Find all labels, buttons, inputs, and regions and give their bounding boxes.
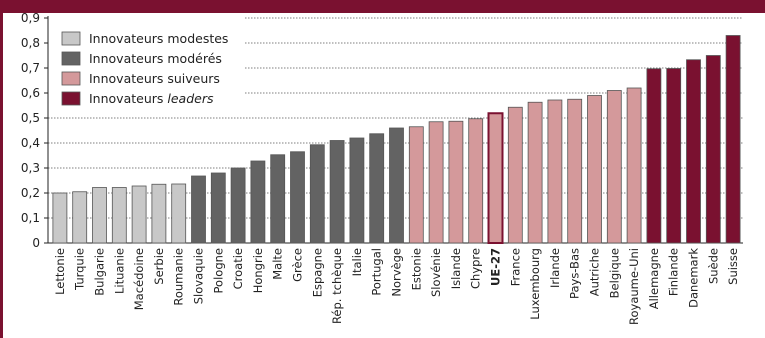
bar-Islande <box>448 120 464 244</box>
bar-Allemagne <box>646 68 662 244</box>
bar-Rép. tchèque <box>329 140 345 244</box>
category-label: Suisse <box>726 248 740 285</box>
category-label: Royaume-Uni <box>627 248 641 325</box>
category-label: Finlande <box>667 248 681 296</box>
bar-Slovénie <box>428 121 444 244</box>
bar-Malte <box>270 154 286 244</box>
category-label: Luxembourg <box>528 248 542 320</box>
bar-Luxembourg <box>527 101 543 244</box>
category-label: Allemagne <box>647 248 661 309</box>
bar-Serbie <box>151 183 167 244</box>
category-label: Estonie <box>409 248 423 290</box>
bar-Hongrie <box>250 160 266 244</box>
bar-Slovaquie <box>191 175 206 244</box>
legend: Innovateurs modestes Innovateurs modérés I… <box>61 31 228 106</box>
category-label: Pays-Bas <box>568 248 582 299</box>
bar-Royaume-Uni <box>626 87 642 244</box>
bar-Finlande <box>666 68 682 244</box>
bar-Bulgarie <box>92 187 107 244</box>
bar-Macédoine <box>131 185 147 244</box>
category-label: Norvège <box>390 248 404 297</box>
bar-Croatie <box>230 167 246 244</box>
category-label: Rép. tchèque <box>330 248 344 324</box>
category-labels: Lettonie Turquie Bulgarie Lituanie Macédoine… <box>53 248 740 325</box>
category-label: France <box>508 248 522 286</box>
y-tick-label: 0,6 <box>21 86 40 100</box>
category-label: Grèce <box>291 248 305 282</box>
y-tick-label: 0,4 <box>21 136 40 150</box>
bar-Italie <box>349 137 365 244</box>
category-label: Serbie <box>152 248 166 285</box>
bar-Danemark <box>686 59 701 244</box>
category-label: Hongrie <box>251 248 265 293</box>
bar-Portugal <box>369 133 385 244</box>
bar-Irlande <box>547 99 563 244</box>
bar-Chypre <box>468 118 484 244</box>
category-label: Italie <box>350 248 364 276</box>
bar-Espagne <box>309 144 325 244</box>
category-label: Irlande <box>548 248 562 288</box>
legend-label-suiveurs: Innovateurs suiveurs <box>89 71 220 86</box>
bar-France <box>507 106 523 244</box>
y-tick-label: 0,5 <box>21 111 40 125</box>
legend-label-italic: leaders <box>167 91 214 106</box>
category-label: Belgique <box>607 248 621 298</box>
bar-Suisse <box>725 35 741 244</box>
bar-Norvège <box>389 127 404 244</box>
category-label: Macédoine <box>132 248 146 310</box>
category-label: Slovaquie <box>192 248 206 304</box>
category-label: Suède <box>706 248 720 284</box>
category-label: Lituanie <box>112 248 126 294</box>
y-tick-label: 0,8 <box>21 36 40 50</box>
y-tick-label: 0,7 <box>21 61 40 75</box>
category-label: Autriche <box>588 248 602 296</box>
bar-Turquie <box>72 191 88 244</box>
y-tick-label: 0,3 <box>21 161 40 175</box>
legend-label-moderes: Innovateurs modérés <box>89 51 222 66</box>
bar-Pays-Bas <box>567 98 583 244</box>
category-label: Turquie <box>73 248 87 291</box>
y-tick-label: 0,2 <box>21 186 40 200</box>
bar-Lituanie <box>111 187 127 244</box>
legend-swatch-leaders <box>61 91 81 106</box>
category-label: Malte <box>271 248 285 280</box>
category-label: Bulgarie <box>93 248 107 296</box>
bar-Belgique <box>606 90 622 244</box>
category-label: UE-27 <box>489 248 503 286</box>
bar-UE-27 <box>487 112 504 244</box>
category-label: Pologne <box>211 248 225 293</box>
bar-Grèce <box>290 151 305 244</box>
bar-Lettonie <box>52 192 68 244</box>
y-tick-label: 0 <box>32 236 40 250</box>
legend-swatch-suiveurs <box>61 71 81 86</box>
bar-Autriche <box>587 95 602 244</box>
category-label: Danemark <box>687 248 701 308</box>
category-label: Espagne <box>310 248 324 297</box>
bar-Roumanie <box>171 183 187 244</box>
category-label: Islande <box>449 248 463 289</box>
bar-Pologne <box>210 172 226 244</box>
category-label: Slovénie <box>429 248 443 297</box>
legend-swatch-moderes <box>61 51 81 66</box>
legend-label-leaders: Innovateurs leaders <box>89 91 214 106</box>
category-label: Chypre <box>469 248 483 289</box>
bars <box>52 35 741 244</box>
bar-Estonie <box>408 126 424 244</box>
bar-Suède <box>705 55 721 244</box>
legend-label-modestes: Innovateurs modestes <box>89 31 228 46</box>
legend-swatch-modestes <box>61 31 81 46</box>
category-label: Lettonie <box>53 248 67 295</box>
y-tick-label: 0,1 <box>21 211 40 225</box>
category-label: Roumanie <box>172 248 186 306</box>
y-tick-label: 0,9 <box>21 11 40 25</box>
category-label: Portugal <box>370 248 384 296</box>
category-label: Croatie <box>231 248 245 289</box>
